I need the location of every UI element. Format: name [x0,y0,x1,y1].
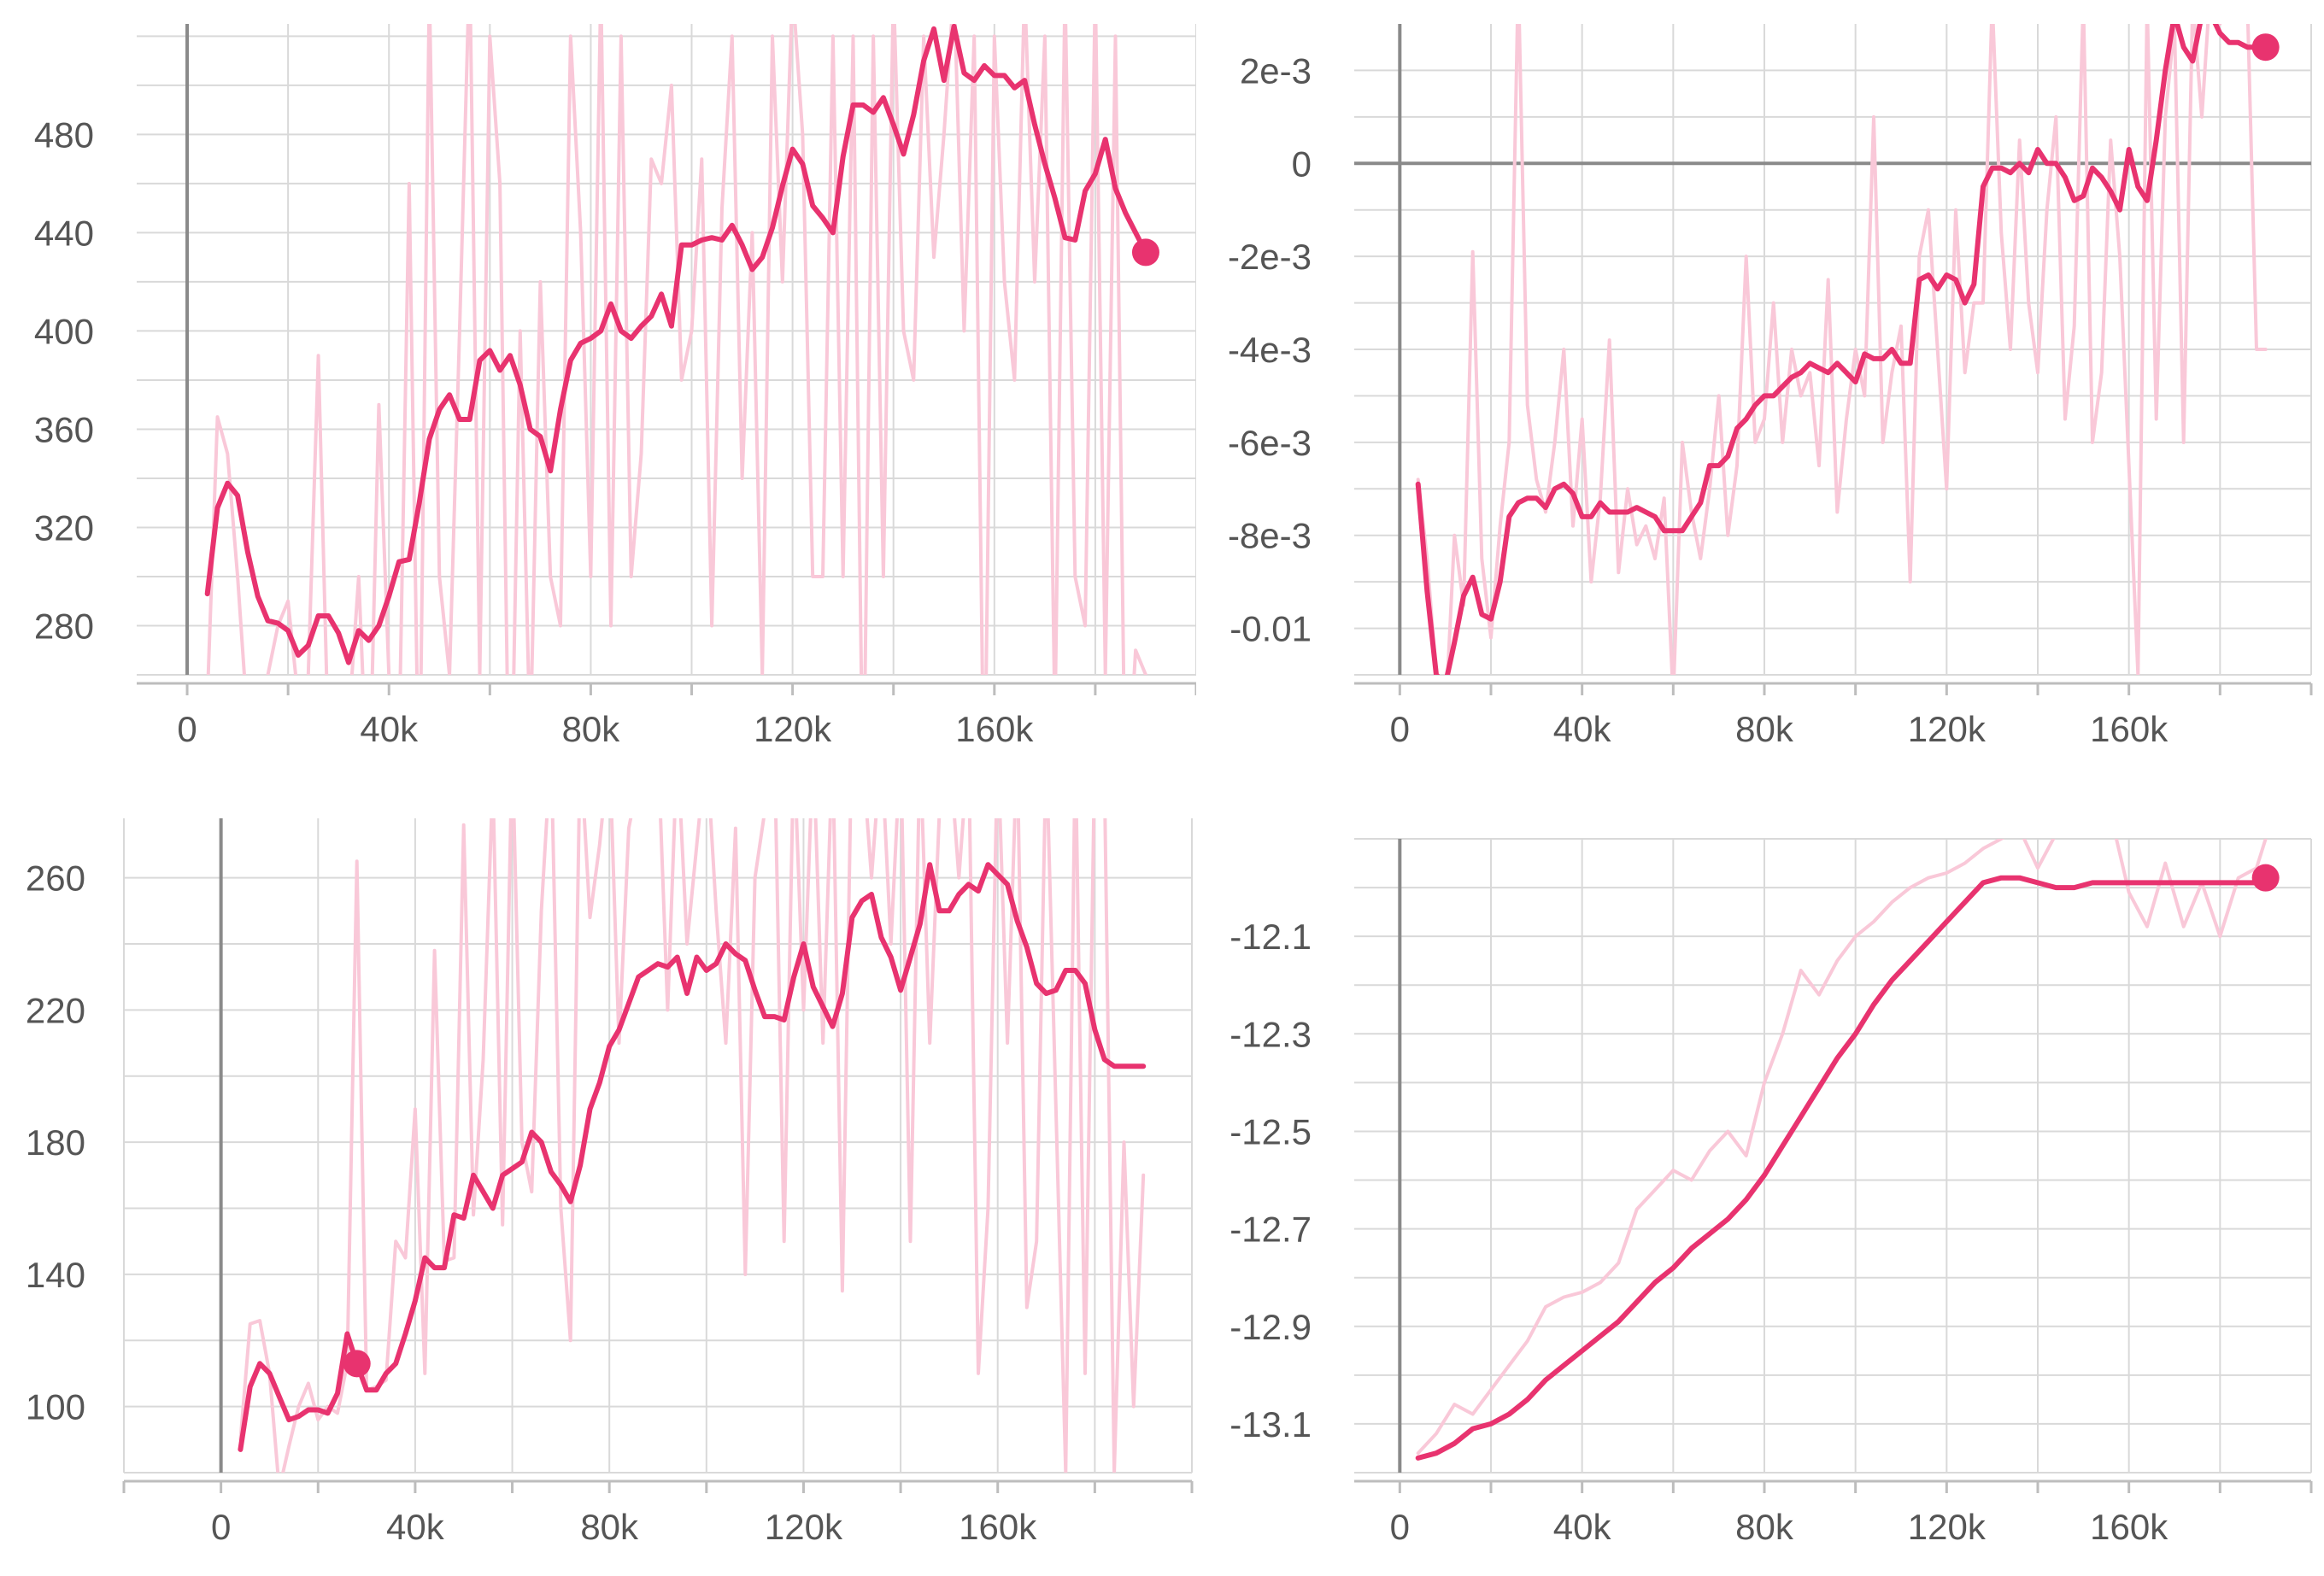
y-tick-label: 180 [26,1122,85,1163]
raw-series-line [1416,839,2268,1456]
x-tick-label: 160k [2090,709,2168,749]
x-tick-label: 40k [1553,709,1612,749]
y-tick-label: -12.5 [1229,1111,1312,1151]
y-tick-label: 260 [26,858,85,899]
raw-series-line [206,24,1147,675]
x-tick-label: 0 [211,1507,231,1547]
y-tick-label: 440 [34,213,94,253]
y-tick-label: 480 [34,114,94,155]
series-end-marker[interactable] [2251,864,2280,892]
x-tick-label: 120k [765,1507,843,1547]
y-tick-label: -12.7 [1229,1210,1312,1250]
y-tick-label: 360 [34,409,94,449]
y-tick-label: 2e-3 [1240,50,1312,91]
y-tick-label: -12.3 [1229,1014,1312,1054]
x-tick-label: 0 [177,709,197,749]
y-tick-label: 100 [26,1387,85,1427]
smoothed-series-line [238,862,1147,1452]
y-tick-label: -4e-3 [1228,330,1312,370]
series-end-marker[interactable] [2251,33,2280,62]
x-tick-label: 40k [360,709,419,749]
raw-series-line [1416,24,2268,675]
x-tick-label: 160k [955,709,1034,749]
series-end-marker[interactable] [1131,238,1159,267]
chart-panel-top-left: 0 40k 80k 120k 160k 280 320 360 400 440 480 [0,0,1198,777]
chart-panel-bottom-left: 0 40k 80k 120k 160k 100 140 180 220 260 [0,794,1196,1572]
x-tick-label: 80k [1735,1507,1794,1547]
x-tick-label: 80k [562,709,621,749]
y-tick-label: -0.01 [1229,609,1312,649]
y-tick-label: 140 [26,1255,85,1295]
y-tick-label: -13.1 [1229,1404,1312,1444]
y-tick-label: -2e-3 [1228,237,1312,277]
x-tick-label: 40k [386,1507,445,1547]
series-end-marker[interactable] [343,1350,371,1378]
x-tick-label: 160k [959,1507,1037,1547]
y-tick-label: -6e-3 [1228,423,1312,463]
y-tick-label: -8e-3 [1228,516,1312,556]
chart-bottom-left: 0 40k 80k 120k 160k 100 140 180 220 260 [26,818,1194,1547]
y-tick-label: 220 [26,990,85,1030]
smoothed-series-line [1415,24,2268,675]
x-tick-label: 80k [1735,709,1794,749]
y-tick-label: -12.1 [1229,917,1312,957]
chart-panel-bottom-right: 0 40k 80k 120k 160k -13.1 -12.9 -12.7 -12.5 -12.3… [1205,794,2324,1572]
y-tick-label: 400 [34,311,94,351]
x-tick-label: 40k [1553,1507,1612,1547]
x-tick-label: 0 [1390,709,1410,749]
smoothed-series-line [204,24,1148,665]
y-tick-label: 280 [34,606,94,646]
x-tick-label: 160k [2090,1507,2168,1547]
x-tick-label: 120k [754,709,832,749]
x-tick-label: 120k [1908,709,1987,749]
x-tick-label: 0 [1390,1507,1410,1547]
chart-panel-top-right: 0 40k 80k 120k 160k -0.01 -8e-3 -6e-3 -4e-3 -2e-3… [1205,0,2324,777]
chart-top-left: 0 40k 80k 120k 160k 280 320 360 400 440 480 [34,24,1198,749]
x-tick-label: 80k [580,1507,639,1547]
x-tick-label: 120k [1908,1507,1987,1547]
y-tick-label: 0 [1292,144,1312,184]
chart-bottom-right: 0 40k 80k 120k 160k -13.1 -12.9 -12.7 -12.5 -12.3… [1229,838,2313,1547]
y-tick-label: 320 [34,507,94,548]
smoothed-series-line [1415,875,2268,1461]
raw-series-line [238,818,1146,1473]
chart-top-right: 0 40k 80k 120k 160k -0.01 -8e-3 -6e-3 -4e-3 -2e-3… [1228,24,2313,749]
y-tick-label: -12.9 [1229,1307,1312,1347]
